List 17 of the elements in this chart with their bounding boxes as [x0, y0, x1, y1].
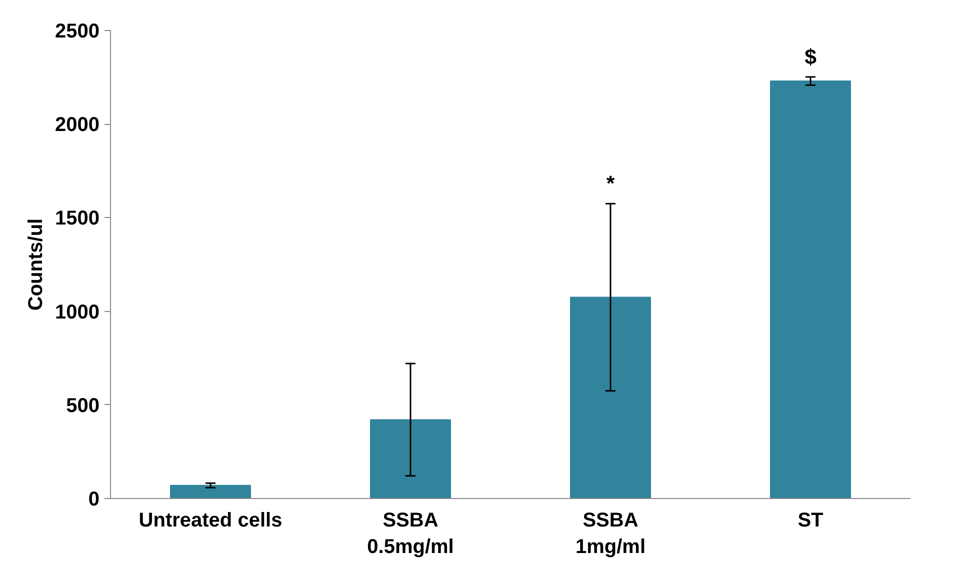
x-tick-label: ST	[798, 510, 824, 532]
bar	[570, 296, 651, 498]
bar	[170, 484, 251, 498]
y-tick-label: 500	[66, 394, 100, 417]
x-tick-label: SSBA 1mg/ml	[575, 510, 646, 558]
x-tick-label: SSBA 0.5mg/ml	[367, 510, 454, 558]
x-tick-label: Untreated cells	[138, 510, 282, 532]
bar	[370, 419, 451, 498]
bar	[770, 80, 851, 498]
y-tick-label: 0	[88, 488, 100, 510]
annotation: *	[606, 172, 616, 196]
y-tick-label: 1000	[55, 301, 100, 324]
y-tick-label: 1500	[55, 208, 100, 230]
y-tick-label: 2500	[55, 20, 100, 42]
y-tick-label: 2000	[55, 114, 100, 136]
y-axis-title: Counts/ul	[25, 218, 48, 311]
annotation: $	[804, 44, 817, 69]
